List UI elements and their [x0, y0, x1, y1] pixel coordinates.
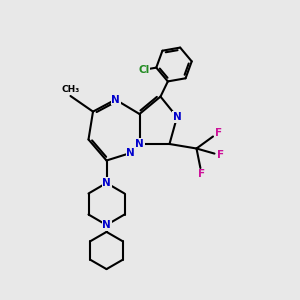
Text: N: N	[102, 220, 111, 230]
Text: N: N	[126, 148, 135, 158]
Text: CH₃: CH₃	[61, 85, 80, 94]
Text: N: N	[172, 112, 182, 122]
Text: N: N	[135, 139, 144, 149]
Text: Cl: Cl	[138, 65, 149, 75]
Text: N: N	[102, 178, 111, 188]
Text: F: F	[198, 169, 205, 179]
Text: F: F	[215, 128, 222, 138]
Text: N: N	[111, 94, 120, 105]
Text: F: F	[217, 150, 224, 161]
